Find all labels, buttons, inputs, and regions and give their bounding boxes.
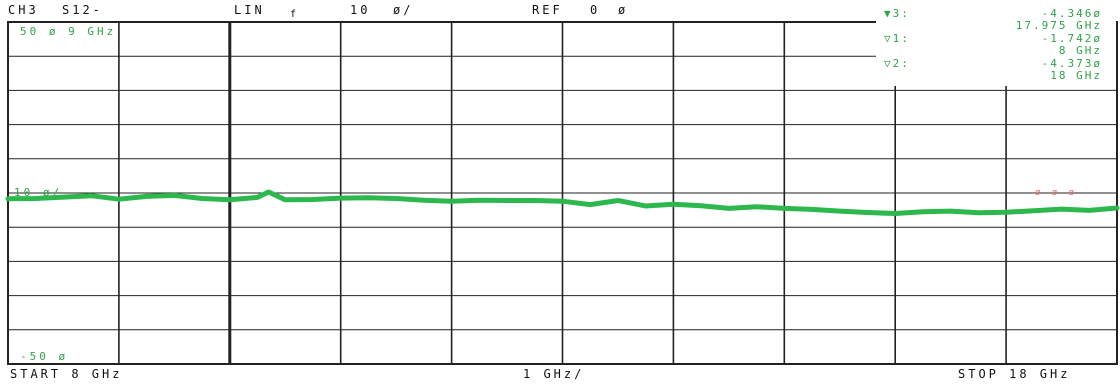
marker-2-symbol: ▽2: xyxy=(884,57,910,70)
ref-unit: ø xyxy=(618,3,629,17)
marker-3-value: -4.346ø xyxy=(1041,7,1102,20)
marker-2-value: -4.373ø xyxy=(1041,57,1102,70)
channel-label: CH3 xyxy=(8,3,39,17)
top-scale-label: 50 ø 9 GHz xyxy=(20,25,117,38)
ref-value: 0 xyxy=(590,3,601,17)
trace-s12 xyxy=(5,189,1120,216)
scale-value: 10 xyxy=(350,3,371,17)
marker-3-frequency: 17.975 GHz xyxy=(1015,19,1102,32)
param-label: S12- xyxy=(62,3,103,17)
marker-2-frequency: 18 GHz xyxy=(1050,69,1102,82)
span-per-division: 1 GHz/ xyxy=(523,367,585,381)
reference-right-label: ø ø ø xyxy=(1035,188,1078,198)
marker-3-symbol: ▼3: xyxy=(884,7,910,20)
bottom-scale-label: -50 ø xyxy=(20,350,69,363)
scale-unit: ø/ xyxy=(393,3,414,17)
start-frequency: START 8 GHz xyxy=(10,367,123,381)
marker-1-symbol: ▽1: xyxy=(884,32,910,45)
format-label: LIN xyxy=(234,3,265,17)
reference-scale-label: 10 ø/ xyxy=(14,186,63,199)
stop-frequency: STOP 18 GHz xyxy=(958,367,1071,381)
marker-readout-panel: ▼3: -4.346ø 17.975 GHz ▽1: -1.742ø 8 GHz… xyxy=(876,0,1116,86)
ref-label: REF xyxy=(532,3,563,17)
marker-1-frequency: 8 GHz xyxy=(1058,44,1102,57)
marker-1-value: -1.742ø xyxy=(1041,32,1102,45)
format-sub-label: f xyxy=(290,9,300,20)
